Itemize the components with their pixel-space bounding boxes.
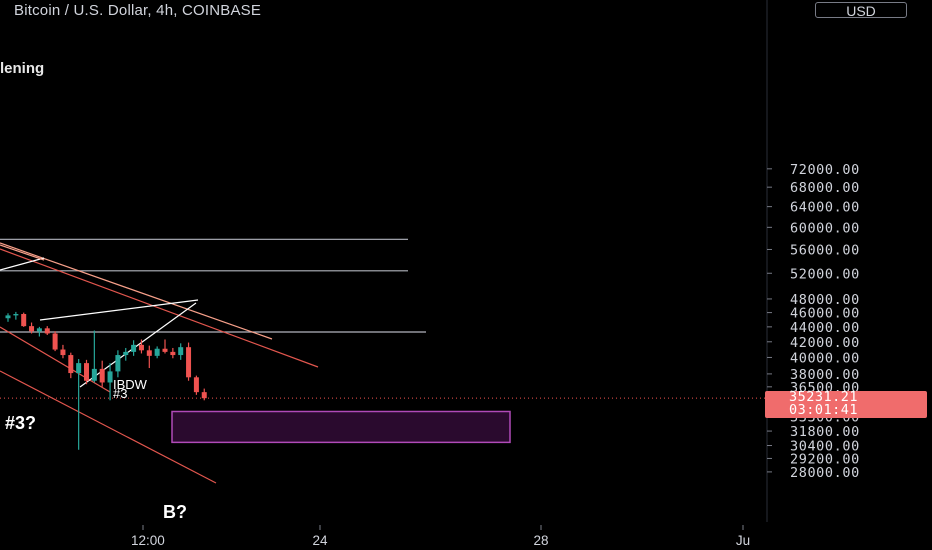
- candle-body: [201, 392, 207, 399]
- target-zone-box[interactable]: [171, 410, 511, 444]
- symbol-title[interactable]: Bitcoin / U.S. Dollar, 4h, COINBASE: [14, 2, 262, 19]
- time-tick-label: 12:00: [131, 533, 165, 548]
- wedge-left-line-2[interactable]: [0, 244, 45, 261]
- candle-body: [162, 348, 168, 352]
- current-price-label: 35231.21 03:01:41: [765, 389, 927, 418]
- candle-body: [178, 347, 184, 356]
- candle-body: [146, 350, 152, 356]
- candle-body: [186, 347, 192, 378]
- lower-channel-line-2[interactable]: [0, 370, 217, 484]
- price-tick-label: 29200.00: [790, 451, 860, 467]
- pattern-label-ibdw: IBDW: [113, 377, 147, 392]
- candle-body: [123, 351, 129, 356]
- upper-trendline-red[interactable]: [0, 248, 319, 368]
- candle-body: [84, 363, 89, 381]
- target-label: B?: [163, 502, 187, 522]
- price-tick-label: 48000.00: [790, 292, 860, 308]
- wedge-left-line[interactable]: [0, 257, 45, 271]
- candle-body: [5, 315, 11, 319]
- candle-body: [76, 363, 82, 374]
- candle-body: [99, 368, 105, 383]
- pattern-label-number: #3: [113, 386, 128, 401]
- price-tick-label: 68000.00: [790, 180, 860, 196]
- price-tick-label: 40000.00: [790, 350, 860, 366]
- candle-body: [44, 328, 50, 334]
- candle-body: [60, 349, 66, 356]
- price-tick-label: 64000.00: [790, 200, 860, 216]
- lower-channel-line[interactable]: [0, 326, 111, 393]
- candle-body: [13, 313, 19, 316]
- price-tick-label: 52000.00: [790, 266, 860, 282]
- current-price-value: 35231.21: [789, 389, 859, 405]
- candle-body: [131, 344, 137, 352]
- price-tick-label: 42000.00: [790, 335, 860, 351]
- wedge-bottom-line[interactable]: [79, 302, 197, 388]
- candle-body: [91, 368, 97, 381]
- candle-body: [138, 344, 144, 351]
- candle-body: [115, 355, 121, 372]
- price-tick-label: 56000.00: [790, 242, 860, 258]
- candle-body: [29, 326, 35, 332]
- candle-body: [193, 377, 199, 393]
- currency-button[interactable]: USD: [815, 2, 907, 19]
- candle-body: [68, 355, 74, 374]
- upper-trendline[interactable]: [0, 242, 273, 340]
- time-tick-label: 28: [533, 533, 548, 548]
- bar-countdown: 03:01:41: [789, 402, 859, 418]
- candle-body: [52, 333, 58, 350]
- price-tick-label: 28000.00: [790, 465, 860, 481]
- study-title: lening: [0, 60, 45, 77]
- price-tick-label: 60000.00: [790, 220, 860, 236]
- candle-body: [170, 351, 176, 356]
- candle-body: [154, 348, 160, 356]
- wave-label: #3?: [5, 413, 37, 433]
- price-tick-label: 46000.00: [790, 306, 860, 322]
- candle-body: [107, 371, 113, 383]
- price-tick-label: 72000.00: [790, 162, 860, 178]
- time-tick-label: Ju: [736, 533, 750, 548]
- candle-body: [36, 328, 42, 332]
- price-tick-label: 30400.00: [790, 439, 860, 455]
- wedge-top-line[interactable]: [39, 299, 199, 321]
- time-tick-label: 24: [312, 533, 328, 548]
- price-tick-label: 31800.00: [790, 424, 860, 440]
- price-tick-label: 44000.00: [790, 320, 860, 336]
- candle-body: [21, 313, 27, 327]
- price-tick-label: 38000.00: [790, 367, 860, 383]
